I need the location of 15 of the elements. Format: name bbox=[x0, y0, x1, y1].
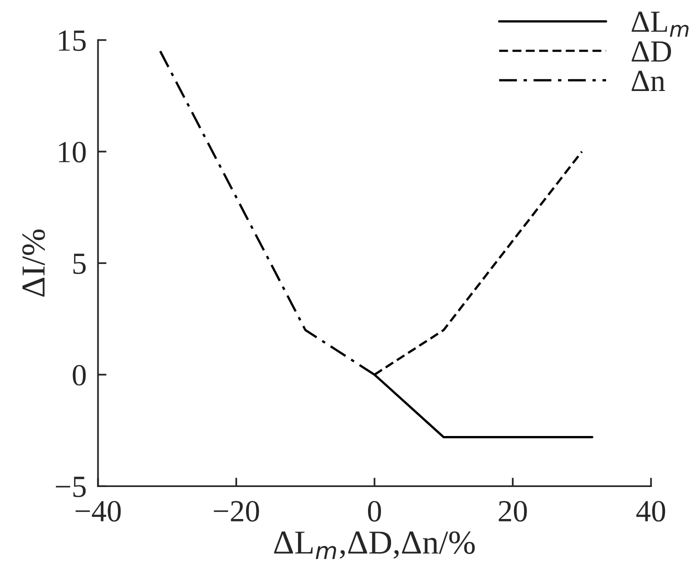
x-tick-label: −40 bbox=[76, 500, 121, 522]
y-axis-title: ΔI/% bbox=[22, 229, 45, 297]
legend-label: ΔD bbox=[632, 41, 672, 62]
y-tick-label: 10 bbox=[59, 142, 86, 162]
y-tick-label: −5 bbox=[56, 476, 86, 498]
x-tick-label: −20 bbox=[214, 500, 259, 522]
x-tick-label: 20 bbox=[498, 500, 527, 522]
y-tick-label: 5 bbox=[73, 254, 86, 274]
x-axis-title: ΔL$_{m}$,ΔD,Δn/% bbox=[274, 531, 475, 560]
y-tick-label: 15 bbox=[59, 30, 86, 51]
x-tick-label: 0 bbox=[368, 500, 381, 522]
legend-label: ΔL$_{m}$ bbox=[632, 12, 688, 37]
legend-label: Δn bbox=[632, 70, 665, 91]
x-tick-label: 40 bbox=[636, 500, 666, 522]
y-tick-label: 0 bbox=[72, 364, 86, 386]
